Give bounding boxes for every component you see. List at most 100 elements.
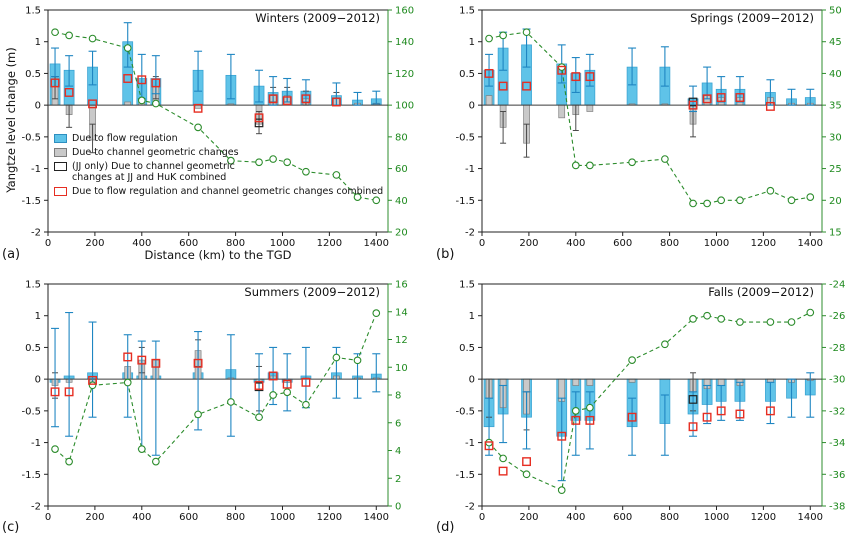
svg-text:-30: -30 [829,375,845,386]
svg-text:-32: -32 [829,406,845,417]
svg-text:0: 0 [479,512,485,523]
y-axis-right: 15 20 25 30 35 40 45 50 [822,6,842,239]
svg-text:600: 600 [613,512,632,523]
svg-text:100: 100 [395,101,414,112]
svg-text:-1.5: -1.5 [455,470,475,481]
legend-label: Due to flow regulation and channel geome… [72,186,384,197]
bars-channel-geometric [51,85,380,141]
svg-text:0: 0 [479,238,485,249]
svg-text:0: 0 [469,101,475,112]
y-axis-right: 20 40 60 80 100 120 140 160 [388,6,414,239]
svg-text:0.5: 0.5 [459,69,475,80]
axes-frame [481,9,823,233]
legend-label: (JJ only) Due to channel geometric [72,161,235,172]
svg-text:1.5: 1.5 [459,6,475,17]
svg-text:15: 15 [829,228,842,239]
svg-text:16: 16 [395,280,408,291]
svg-text:140: 140 [395,37,414,48]
errorbars-flow [51,22,381,106]
y-axis-left: -2 -1.5 -1 -0.5 0 0.5 1 1.5 [21,6,48,239]
svg-text:-1: -1 [465,164,475,175]
panel-a-chart: -2 -1.5 -1 -0.5 0 0.5 1 1.5 20 40 60 80 100 120 140 160… [21,6,414,250]
bars-flow-regulation [49,41,382,106]
svg-text:1.5: 1.5 [25,6,41,17]
axes-frame [47,9,389,233]
svg-text:800: 800 [226,238,245,249]
combined-red-squares [50,74,341,123]
svg-text:0: 0 [45,512,51,523]
panel-d-chart: -2 -1.5 -1 -0.5 0 0.5 1 1.5 -38 -36 -34 -32 -30 -28 -2… [455,280,845,524]
x-axis: 0 200 400 600 800 1000 1200 1400 [479,506,823,523]
svg-text:0: 0 [469,375,475,386]
svg-text:45: 45 [829,37,842,48]
svg-text:1400: 1400 [364,512,389,523]
svg-text:0.5: 0.5 [25,343,41,354]
svg-text:160: 160 [395,6,414,17]
svg-text:1200: 1200 [751,512,776,523]
y-axis-left: -2 -1.5 -1 -0.5 0 0.5 1 1.5 [455,6,482,239]
y-axis-left: -2 -1.5 -1 -0.5 0 0.5 1 1.5 [21,280,48,513]
svg-text:4: 4 [395,446,401,457]
svg-text:-1: -1 [31,164,41,175]
svg-text:1400: 1400 [798,238,823,249]
combined-swatch-icon [54,187,67,196]
legend-label: changes at JJ and HuK combined [72,172,227,183]
panel-b-chart: -2 -1.5 -1 -0.5 0 0.5 1 1.5 15 20 25 30 35 40 45 50 0 200… [455,6,842,250]
svg-text:600: 600 [179,512,198,523]
green-line [485,28,815,208]
svg-text:1000: 1000 [704,238,729,249]
combined-red-squares [484,406,775,476]
svg-text:1: 1 [35,311,41,322]
svg-text:0: 0 [35,375,41,386]
svg-text:-1.5: -1.5 [21,470,41,481]
svg-text:-1.5: -1.5 [21,196,41,207]
legend: Due to flow regulation Due to channel ge… [54,133,383,200]
svg-text:30: 30 [829,132,842,143]
svg-text:-2: -2 [31,228,41,239]
legend-item-channel-geometric: Due to channel geometric changes [54,147,383,158]
svg-text:60: 60 [395,164,408,175]
svg-text:-0.5: -0.5 [455,132,475,143]
svg-text:1: 1 [469,37,475,48]
svg-text:-2: -2 [31,502,41,513]
svg-text:1400: 1400 [364,238,389,249]
errorbars-flow [485,372,815,482]
errorbars-flow [51,311,381,456]
svg-text:20: 20 [829,196,842,207]
svg-text:50: 50 [829,6,842,17]
axes-frame [481,283,823,507]
svg-text:10: 10 [395,363,408,374]
y-axis-left: -2 -1.5 -1 -0.5 0 0.5 1 1.5 [455,280,482,513]
y-axis-right: 0 2 4 6 8 10 12 14 16 [388,280,408,513]
bars-channel-geometric [485,95,814,144]
x-axis: 0 200 400 600 800 1000 1200 1400 [45,232,389,249]
svg-text:1.5: 1.5 [459,280,475,291]
jj-black-squares [254,118,264,128]
bars-flow-regulation [483,44,816,106]
svg-text:1: 1 [469,311,475,322]
legend-label: Due to channel geometric changes [72,147,239,158]
svg-text:1: 1 [35,37,41,48]
svg-text:0: 0 [45,238,51,249]
combined-red-squares [484,65,775,111]
svg-text:400: 400 [566,512,585,523]
svg-text:1400: 1400 [798,512,823,523]
svg-text:800: 800 [660,238,679,249]
green-line [51,28,381,205]
svg-text:-0.5: -0.5 [21,406,41,417]
channel-geometric-swatch-icon [54,148,67,157]
legend-label: Due to flow regulation [72,133,178,144]
svg-text:800: 800 [660,512,679,523]
svg-text:1200: 1200 [317,512,342,523]
svg-text:6: 6 [395,418,401,429]
svg-text:40: 40 [395,196,408,207]
x-axis: 0 200 400 600 800 1000 1200 1400 [45,506,389,523]
svg-text:12: 12 [395,335,408,346]
svg-text:1000: 1000 [704,512,729,523]
svg-text:80: 80 [395,132,408,143]
svg-text:-1.5: -1.5 [455,196,475,207]
bars-channel-geometric [485,378,814,415]
svg-text:8: 8 [395,391,401,402]
svg-text:-0.5: -0.5 [455,406,475,417]
